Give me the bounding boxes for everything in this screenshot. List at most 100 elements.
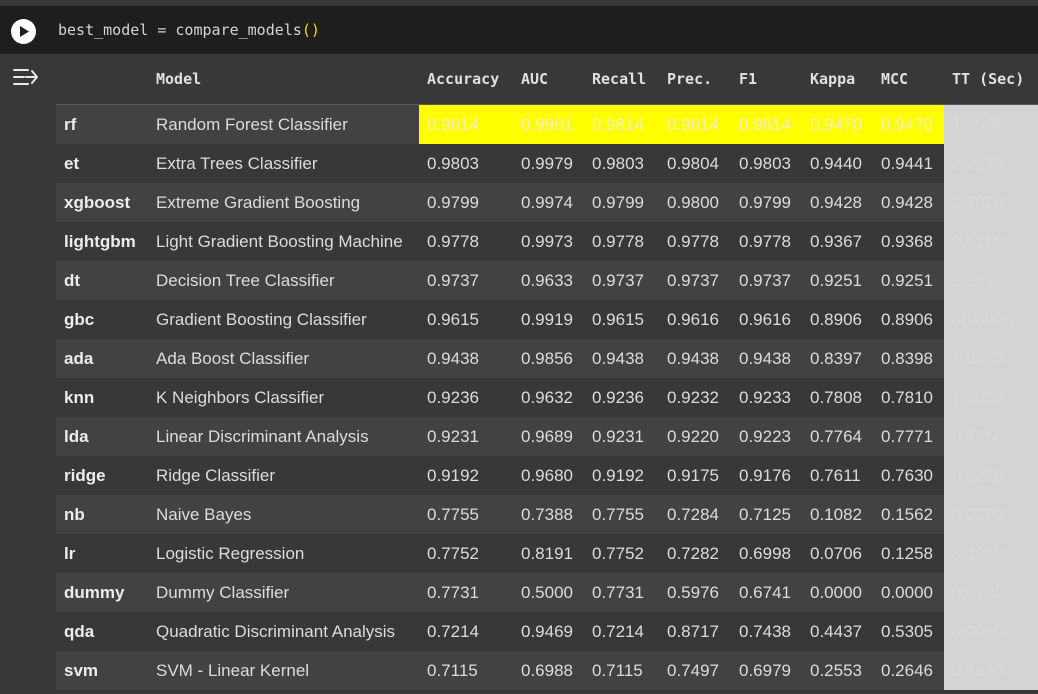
prec-value: 0.8717 bbox=[659, 612, 731, 651]
table-row: svm SVM - Linear Kernel 0.7115 0.6988 0.7115… bbox=[56, 651, 1038, 690]
accuracy-value: 0.9814 bbox=[419, 104, 513, 144]
run-cell-button[interactable] bbox=[11, 19, 36, 44]
accuracy-value: 0.7755 bbox=[419, 495, 513, 534]
auc-value: 0.9633 bbox=[513, 261, 584, 300]
recall-value: 0.7115 bbox=[584, 651, 659, 690]
accuracy-value: 0.9778 bbox=[419, 222, 513, 261]
kappa-value: 0.7764 bbox=[802, 417, 873, 456]
tt-value: 1.0870 bbox=[944, 339, 1038, 378]
recall-value: 0.7731 bbox=[584, 573, 659, 612]
f1-value: 0.9616 bbox=[731, 300, 802, 339]
header-recall[interactable]: Recall bbox=[584, 54, 659, 105]
model-name: Ridge Classifier bbox=[148, 456, 419, 495]
kappa-value: 0.9428 bbox=[802, 183, 873, 222]
kappa-value: 0.9367 bbox=[802, 222, 873, 261]
table-row: et Extra Trees Classifier 0.9803 0.9979 0.98… bbox=[56, 144, 1038, 183]
table-row: dt Decision Tree Classifier 0.9737 0.9633 0.… bbox=[56, 261, 1038, 300]
model-name: Dummy Classifier bbox=[148, 573, 419, 612]
row-index: gbc bbox=[56, 300, 148, 339]
row-index: et bbox=[56, 144, 148, 183]
tt-value: 2.2370 bbox=[944, 144, 1038, 183]
kappa-value: 0.1082 bbox=[802, 495, 873, 534]
tt-value: 0.0210 bbox=[944, 456, 1038, 495]
header-kappa[interactable]: Kappa bbox=[802, 54, 873, 105]
row-index: svm bbox=[56, 651, 148, 690]
output-toggle-icon[interactable] bbox=[12, 66, 40, 90]
prec-value: 0.9804 bbox=[659, 144, 731, 183]
tt-value: 0.0640 bbox=[944, 612, 1038, 651]
table-row: knn K Neighbors Classifier 0.9236 0.9632 0.9… bbox=[56, 378, 1038, 417]
code-cell[interactable]: best_model = compare_models() bbox=[0, 6, 1038, 54]
header-f1[interactable]: F1 bbox=[731, 54, 802, 105]
table-row: gbc Gradient Boosting Classifier 0.9615 0.9… bbox=[56, 300, 1038, 339]
model-name: SVM - Linear Kernel bbox=[148, 651, 419, 690]
recall-value: 0.7755 bbox=[584, 495, 659, 534]
auc-value: 0.8191 bbox=[513, 534, 584, 573]
tt-value: 1.7820 bbox=[944, 183, 1038, 222]
row-index: ada bbox=[56, 339, 148, 378]
prec-value: 0.7284 bbox=[659, 495, 731, 534]
prec-value: 0.7497 bbox=[659, 651, 731, 690]
auc-value: 0.9632 bbox=[513, 378, 584, 417]
auc-value: 0.9979 bbox=[513, 144, 584, 183]
f1-value: 0.6998 bbox=[731, 534, 802, 573]
mcc-value: 0.9428 bbox=[873, 183, 944, 222]
recall-value: 0.9799 bbox=[584, 183, 659, 222]
model-name: Random Forest Classifier bbox=[148, 104, 419, 144]
header-tt-sec[interactable]: TT (Sec) bbox=[944, 54, 1038, 105]
f1-value: 0.9438 bbox=[731, 339, 802, 378]
auc-value: 0.6988 bbox=[513, 651, 584, 690]
table-row: ada Ada Boost Classifier 0.9438 0.9856 0.943… bbox=[56, 339, 1038, 378]
model-name: Naive Bayes bbox=[148, 495, 419, 534]
kappa-value: 0.7808 bbox=[802, 378, 873, 417]
accuracy-value: 0.9799 bbox=[419, 183, 513, 222]
mcc-value: 0.5305 bbox=[873, 612, 944, 651]
recall-value: 0.9778 bbox=[584, 222, 659, 261]
accuracy-value: 0.9236 bbox=[419, 378, 513, 417]
header-index[interactable] bbox=[56, 54, 148, 105]
recall-value: 0.7214 bbox=[584, 612, 659, 651]
row-index: lda bbox=[56, 417, 148, 456]
row-index: lr bbox=[56, 534, 148, 573]
recall-value: 0.9615 bbox=[584, 300, 659, 339]
mcc-value: 0.7810 bbox=[873, 378, 944, 417]
tt-value: 1.1570 bbox=[944, 261, 1038, 300]
accuracy-value: 0.9737 bbox=[419, 261, 513, 300]
prec-value: 0.9737 bbox=[659, 261, 731, 300]
table-row: lr Logistic Regression 0.7752 0.8191 0.7752 0… bbox=[56, 534, 1038, 573]
code-line[interactable]: best_model = compare_models() bbox=[58, 20, 320, 40]
f1-value: 0.6979 bbox=[731, 651, 802, 690]
auc-value: 0.9689 bbox=[513, 417, 584, 456]
header-prec[interactable]: Prec. bbox=[659, 54, 731, 105]
header-auc[interactable]: AUC bbox=[513, 54, 584, 105]
f1-value: 0.9799 bbox=[731, 183, 802, 222]
model-comparison-table: Model Accuracy AUC Recall Prec. F1 Kappa MCC TT … bbox=[56, 54, 1038, 690]
kappa-value: 0.4437 bbox=[802, 612, 873, 651]
kappa-value: 0.8397 bbox=[802, 339, 873, 378]
f1-value: 0.7438 bbox=[731, 612, 802, 651]
mcc-value: 0.9470 bbox=[873, 104, 944, 144]
auc-value: 0.9680 bbox=[513, 456, 584, 495]
mcc-value: 0.9251 bbox=[873, 261, 944, 300]
row-index: qda bbox=[56, 612, 148, 651]
prec-value: 0.9778 bbox=[659, 222, 731, 261]
header-mcc[interactable]: MCC bbox=[873, 54, 944, 105]
tt-value: 3.1310 bbox=[944, 534, 1038, 573]
f1-value: 0.9778 bbox=[731, 222, 802, 261]
auc-value: 0.9973 bbox=[513, 222, 584, 261]
tt-value: 38.5920 bbox=[944, 300, 1038, 339]
header-accuracy[interactable]: Accuracy bbox=[419, 54, 513, 105]
top-strip bbox=[0, 0, 1038, 6]
prec-value: 0.5976 bbox=[659, 573, 731, 612]
accuracy-value: 0.9803 bbox=[419, 144, 513, 183]
model-name: Gradient Boosting Classifier bbox=[148, 300, 419, 339]
recall-value: 0.9192 bbox=[584, 456, 659, 495]
play-circle-icon bbox=[19, 26, 29, 37]
kappa-value: 0.9470 bbox=[802, 104, 873, 144]
kappa-value: 0.9251 bbox=[802, 261, 873, 300]
accuracy-value: 0.9615 bbox=[419, 300, 513, 339]
tt-value: 0.1930 bbox=[944, 651, 1038, 690]
mcc-value: 0.9368 bbox=[873, 222, 944, 261]
header-model[interactable]: Model bbox=[148, 54, 419, 105]
output-area: Model Accuracy AUC Recall Prec. F1 Kappa MCC TT … bbox=[56, 54, 1038, 694]
